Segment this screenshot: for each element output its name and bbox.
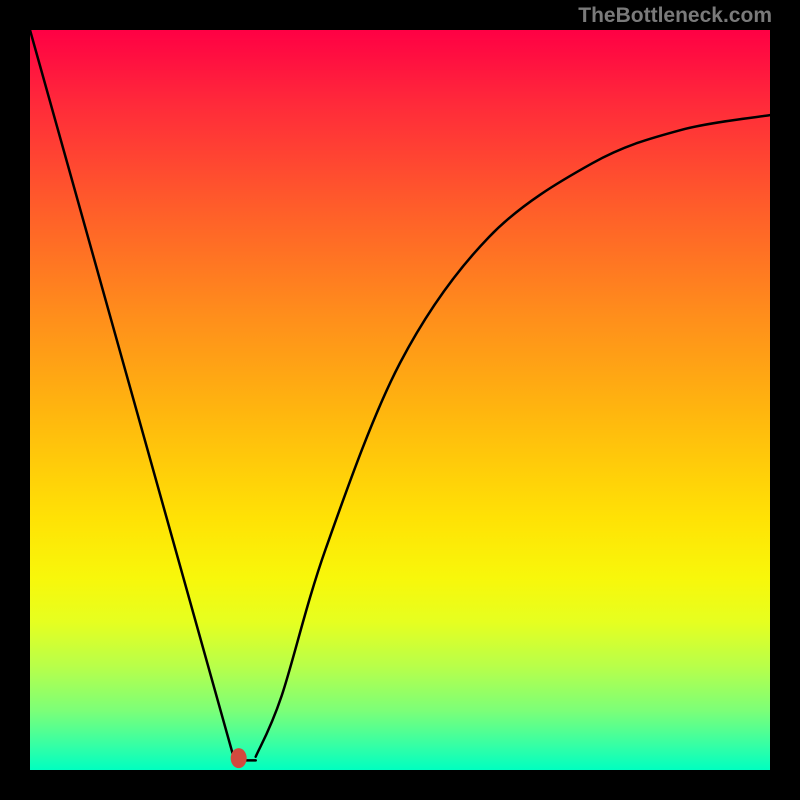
curve-left-branch	[30, 30, 234, 757]
watermark-label: TheBottleneck.com	[578, 4, 772, 28]
bottleneck-marker	[231, 748, 247, 768]
curve-overlay	[30, 30, 770, 770]
curve-right-branch	[256, 115, 770, 757]
chart-container: TheBottleneck.com	[0, 0, 800, 800]
plot-area	[30, 30, 770, 770]
